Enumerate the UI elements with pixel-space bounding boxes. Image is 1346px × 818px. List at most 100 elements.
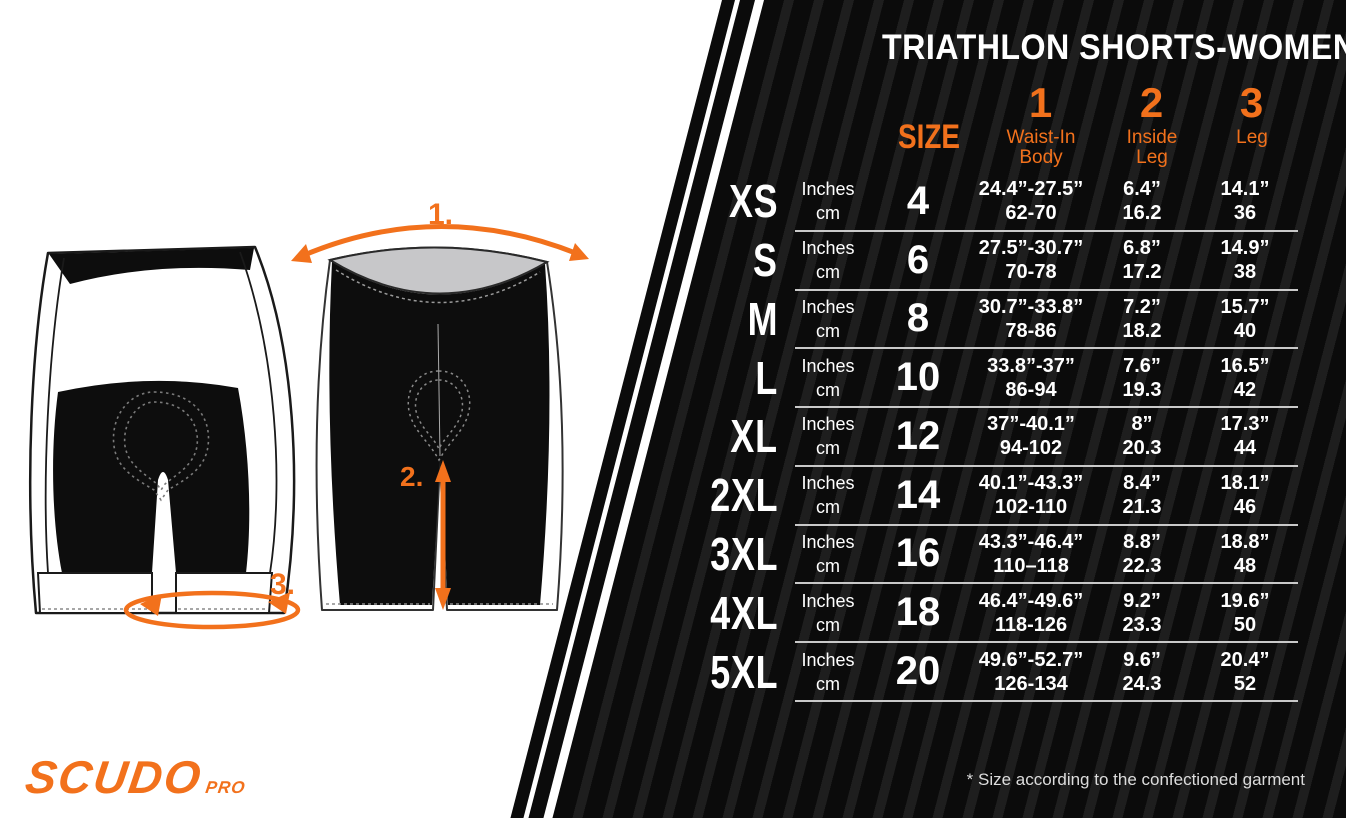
row-size-letter: 4XL xyxy=(709,586,778,639)
row-size-number: 20 xyxy=(895,649,941,693)
table-row: 3XL Inches cm 16 43.3”-46.4” 110–118 8.8… xyxy=(640,525,1310,585)
chamois-pad-stitching xyxy=(112,391,210,502)
inside-leg-cm-value: 18.2 xyxy=(1122,319,1162,342)
brand-sub: PRO xyxy=(204,778,247,797)
unit-inches-label: Inches xyxy=(801,473,855,494)
unit-cm-label: cm xyxy=(816,673,840,694)
leg-measure-arrow xyxy=(123,590,301,630)
unit-cm-label: cm xyxy=(816,438,840,459)
chamois-pad-stitching-inner xyxy=(123,401,199,492)
waist-cm-value: 78-86 xyxy=(1005,319,1057,342)
waist-values: 43.3”-46.4” 110–118 xyxy=(958,530,1104,578)
waist-values: 40.1”-43.3” 102-110 xyxy=(958,471,1104,519)
row-units: Inches cm xyxy=(778,295,878,343)
waist-inches-value: 49.6”-52.7” xyxy=(978,648,1084,671)
leg-cm-value: 42 xyxy=(1233,378,1257,401)
unit-inches-label: Inches xyxy=(801,296,855,317)
row-separator xyxy=(795,641,1298,644)
row-separator xyxy=(795,406,1298,409)
column-label-line: Waist-In xyxy=(1006,127,1076,148)
leg-values: 14.9” 38 xyxy=(1180,236,1310,284)
table-row: S Inches cm 6 27.5”-30.7” 70-78 6.8” 17.… xyxy=(640,231,1310,291)
leg-inches-value: 15.7” xyxy=(1220,295,1270,318)
waist-cm-value: 94-102 xyxy=(999,437,1063,460)
waist-cm-value: 62-70 xyxy=(1005,202,1057,225)
waist-inches-value: 37”-40.1” xyxy=(987,413,1075,436)
waist-cm-value: 110–118 xyxy=(993,554,1069,577)
unit-inches-label: Inches xyxy=(801,649,855,670)
column-number-3: 3 xyxy=(1239,79,1265,126)
unit-cm-label: cm xyxy=(816,320,840,341)
row-size-number: 8 xyxy=(906,296,930,341)
row-size-number: 14 xyxy=(895,472,941,517)
leg-cm-value: 40 xyxy=(1233,319,1257,342)
row-units: Inches cm xyxy=(778,471,878,519)
leg-inches-value: 18.8” xyxy=(1220,530,1270,553)
unit-cm-label: cm xyxy=(816,614,840,635)
waist-inches-value: 43.3”-46.4” xyxy=(978,530,1084,553)
column-label-line: Leg xyxy=(1136,147,1168,168)
shorts-back-diagram: 3. xyxy=(28,245,301,630)
row-separator xyxy=(795,347,1298,350)
row-units: Inches cm xyxy=(778,648,878,696)
column-label-line: Body xyxy=(1019,147,1063,168)
row-size-letter: S xyxy=(753,234,778,287)
row-units: Inches cm xyxy=(778,530,878,578)
leg-values: 14.1” 36 xyxy=(1180,177,1310,225)
inside-leg-inches-value: 7.2” xyxy=(1123,295,1161,318)
left-leg-cuff xyxy=(36,572,153,614)
row-separator xyxy=(795,288,1298,291)
back-body-panel xyxy=(53,380,250,573)
column-header-inside-leg: 2 Inside Leg xyxy=(1077,82,1227,168)
leg-cm-value: 52 xyxy=(1233,672,1257,695)
column-header-leg: 3 Leg xyxy=(1177,82,1327,148)
row-units: Inches cm xyxy=(778,236,878,284)
column-label-line: Leg xyxy=(1236,127,1268,148)
leg-cm-value: 48 xyxy=(1233,554,1257,577)
waist-inches-value: 40.1”-43.3” xyxy=(978,472,1084,495)
waist-values: 46.4”-49.6” 118-126 xyxy=(958,589,1104,637)
row-size-number: 18 xyxy=(895,590,941,635)
unit-cm-label: cm xyxy=(816,555,840,576)
back-waistband xyxy=(49,248,254,284)
unit-inches-label: Inches xyxy=(801,590,855,611)
waist-cm-value: 126-134 xyxy=(994,672,1068,695)
inside-leg-inches-value: 6.4” xyxy=(1123,178,1161,201)
waist-values: 37”-40.1” 94-102 xyxy=(958,412,1104,460)
waist-opening xyxy=(327,246,550,295)
leg-cm-value: 38 xyxy=(1233,261,1257,284)
leg-inches-value: 16.5” xyxy=(1220,354,1270,377)
waist-inches-value: 33.8”-37” xyxy=(987,354,1075,377)
waist-values: 30.7”-33.8” 78-86 xyxy=(958,295,1104,343)
inside-leg-values: 7.2” 18.2 xyxy=(1104,295,1180,343)
inside-leg-inches-value: 9.2” xyxy=(1123,589,1161,612)
leg-values: 19.6” 50 xyxy=(1180,589,1310,637)
waist-cm-value: 70-78 xyxy=(1005,261,1057,284)
table-row: 4XL Inches cm 18 46.4”-49.6” 118-126 9.2… xyxy=(640,583,1310,644)
inside-leg-inches-value: 7.6” xyxy=(1123,354,1161,377)
table-row: XS Inches cm 4 24.4”-27.5” 62-70 6.4” 16… xyxy=(640,172,1310,232)
row-units: Inches cm xyxy=(778,354,878,402)
row-size-letter: 2XL xyxy=(709,469,778,522)
inside-leg-values: 9.6” 24.3 xyxy=(1104,648,1180,696)
unit-cm-label: cm xyxy=(816,203,840,224)
leg-values: 16.5” 42 xyxy=(1180,354,1310,402)
shorts-front-diagram: 1. 2. xyxy=(291,198,589,611)
center-seam xyxy=(437,323,441,457)
inside-leg-cm-value: 23.3 xyxy=(1122,613,1162,636)
row-units: Inches cm xyxy=(778,412,878,460)
inside-leg-values: 8.8” 22.3 xyxy=(1104,530,1180,578)
row-size-letter: XL xyxy=(730,410,778,463)
unit-inches-label: Inches xyxy=(801,355,855,376)
inside-leg-inches-value: 9.6” xyxy=(1123,648,1161,671)
inside-leg-cm-value: 24.3 xyxy=(1122,672,1162,695)
inside-leg-cm-value: 22.3 xyxy=(1122,554,1162,577)
waist-cm-value: 102-110 xyxy=(994,496,1068,519)
row-size-number: 6 xyxy=(906,237,930,282)
leg-values: 18.1” 46 xyxy=(1180,471,1310,519)
inside-leg-values: 9.2” 23.3 xyxy=(1104,589,1180,637)
row-size-number: 12 xyxy=(895,413,941,458)
row-size-letter: 3XL xyxy=(709,527,778,580)
row-size-letter: XS xyxy=(728,175,778,228)
